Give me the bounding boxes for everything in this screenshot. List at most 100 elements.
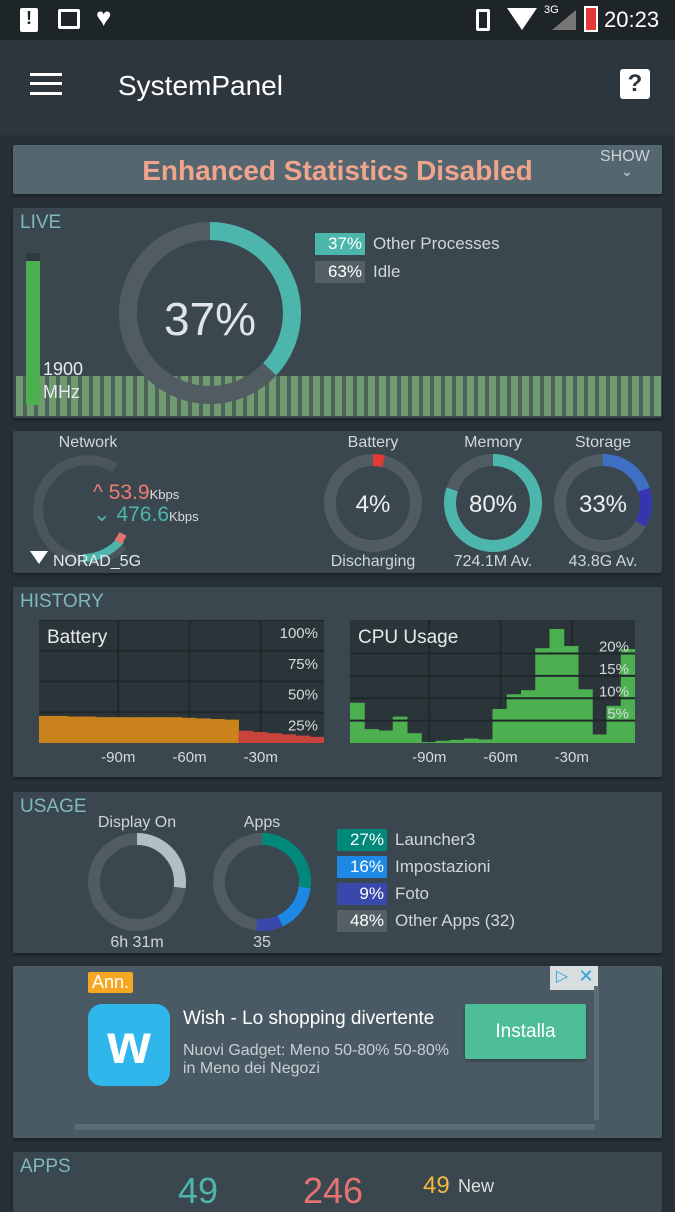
x-tick-label: -30m [555, 749, 589, 766]
history-bar [378, 730, 394, 743]
storage-used-arc [554, 454, 652, 552]
history-bar [606, 705, 622, 743]
history-bar [295, 735, 311, 743]
history-bar [153, 717, 168, 743]
show-button[interactable]: SHOW [600, 148, 650, 165]
heart-icon: ♥ [96, 2, 112, 32]
legend-swatch: 9% [337, 883, 387, 905]
frequency-bar-fill [26, 260, 40, 405]
close-ad-icon[interactable]: ✕ [574, 966, 598, 990]
help-icon[interactable]: ? [620, 69, 650, 99]
wish-app-icon[interactable]: w [88, 1004, 170, 1086]
apps-arc [213, 833, 311, 931]
ad-scrollbar-v[interactable] [594, 986, 599, 1120]
ad-description: Nuovi Gadget: Meno 50-80% 50-80% in Meno… [183, 1042, 449, 1077]
history-bar [407, 733, 422, 743]
legend-swatch: 63% [315, 261, 365, 283]
enhanced-stats-banner[interactable]: Enhanced Statistics Disabled SHOW ⌄ [13, 145, 662, 194]
memory-title: Memory [464, 434, 522, 451]
unit: Kbps [149, 487, 180, 502]
ad-card[interactable]: Ann. ▷ ✕ w Wish - Lo shopping divertente… [13, 966, 662, 1138]
x-tick-label: -90m [412, 749, 446, 766]
toolbar: SystemPanel ? [0, 40, 675, 135]
history-bar [435, 740, 451, 743]
history-bar [620, 649, 635, 743]
history-bar [181, 717, 197, 743]
history-bar [350, 702, 365, 743]
image-icon [58, 9, 80, 29]
history-bar [421, 742, 436, 743]
y-tick-label: 15% [599, 661, 629, 678]
section-title: HISTORY [20, 591, 104, 612]
y-tick-label: 10% [599, 683, 629, 700]
battery-arc [324, 454, 422, 552]
chevron-down-icon[interactable]: ⌄ [621, 163, 633, 179]
apps-title: Apps [243, 814, 281, 831]
legend-item: 48% Other Apps (32) [337, 910, 515, 932]
stats-card: Network ^ 53.9Kbps ⌄ 476.6Kbps NORAD_5G … [13, 431, 662, 573]
frequency-value: 1900 [43, 359, 84, 379]
cpu-percent: 37% [163, 293, 257, 345]
memory-donut [444, 454, 542, 552]
history-bar [267, 733, 282, 743]
download-speed: 476.6 [116, 503, 170, 526]
history-bar [549, 628, 565, 743]
legend-label: Other Processes [373, 234, 500, 253]
battery-title: Battery [347, 434, 399, 451]
storage-donut [554, 454, 652, 552]
frequency-unit: MHz [43, 382, 80, 402]
storage-value: 33% [578, 491, 628, 518]
battery-donut [324, 454, 422, 552]
banner-text: Enhanced Statistics Disabled [142, 155, 533, 186]
storage-title: Storage [574, 434, 632, 451]
history-bar [96, 717, 111, 743]
clock: 20:23 [604, 7, 660, 32]
x-tick-label: -60m [172, 749, 206, 766]
history-bar [592, 734, 607, 743]
x-tick-label: -30m [244, 749, 278, 766]
upload-row: ^ 53.9Kbps [93, 481, 179, 505]
apps-donut [213, 833, 312, 931]
apps-arc [213, 833, 311, 931]
history-bar [210, 719, 225, 743]
display-on-time: 6h 31m [110, 934, 164, 951]
history-bar [563, 645, 579, 743]
history-bar [167, 717, 182, 743]
history-bar [110, 717, 125, 743]
ad-title[interactable]: Wish - Lo shopping divertente [183, 1008, 435, 1029]
history-bar [506, 694, 522, 743]
hamburger-icon[interactable] [30, 73, 62, 95]
display-on-title: Display On [97, 814, 177, 831]
history-bar [464, 738, 479, 743]
history-bar [252, 731, 268, 743]
y-tick-label: 25% [288, 717, 318, 734]
legend-label: Idle [373, 262, 401, 281]
history-bar [281, 734, 296, 743]
history-bar [67, 716, 83, 743]
display-on-donut [88, 833, 186, 931]
apps-new-label: New [458, 1176, 495, 1196]
section-title: APPS [20, 1156, 71, 1177]
y-tick-label: 75% [288, 656, 318, 673]
live-card: LIVE 1900 MHz 37% 37% Other Processes 63%… [13, 208, 662, 418]
legend-swatch: 48% [337, 910, 387, 932]
network-title: Network [58, 434, 118, 451]
install-button[interactable]: Installa [465, 1004, 586, 1059]
chart-title: Battery [47, 627, 108, 648]
adchoices-icon[interactable]: ▷ [550, 966, 574, 990]
ad-scrollbar-h[interactable] [75, 1124, 595, 1130]
y-tick-label: 100% [280, 625, 318, 642]
wifi-icon [507, 8, 537, 30]
history-bar [124, 717, 140, 743]
legend-label: Foto [395, 884, 430, 903]
history-bar [535, 648, 550, 743]
memory-arc [444, 454, 542, 552]
ad-badge: Ann. [88, 972, 134, 993]
frequency-bar-track [26, 253, 40, 405]
y-tick-label: 5% [607, 706, 629, 723]
legend-item: 16% Impostazioni [337, 856, 490, 878]
history-bar [138, 717, 154, 743]
apps-count-total: 246 [303, 1170, 364, 1211]
battery-subtitle: Discharging [330, 553, 416, 570]
legend-other-processes: 37% Other Processes [315, 233, 500, 255]
